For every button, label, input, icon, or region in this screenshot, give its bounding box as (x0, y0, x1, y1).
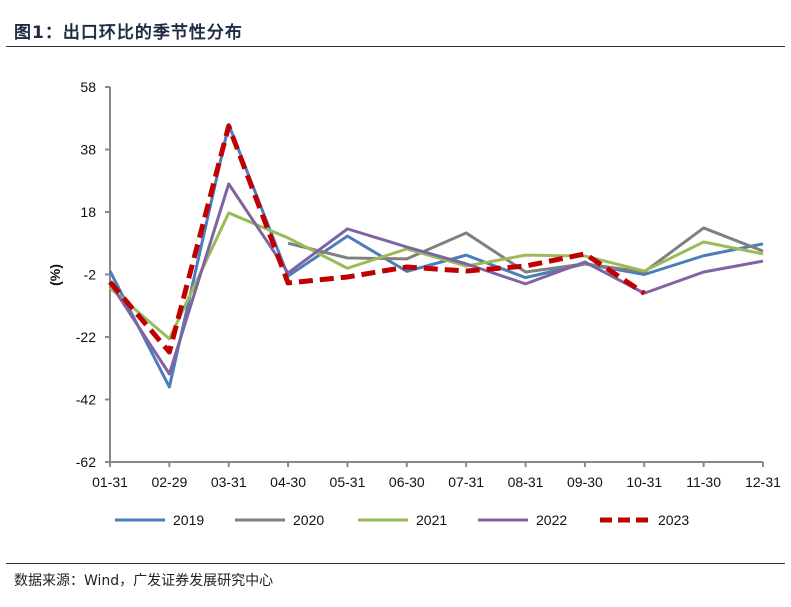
x-tick-label: 04-30 (270, 474, 306, 490)
y-tick-label: 58 (80, 79, 96, 95)
y-tick-label: 18 (80, 204, 96, 220)
y-tick-label: 38 (80, 142, 96, 158)
legend-label-2023: 2023 (658, 512, 689, 528)
y-tick-label: -22 (76, 329, 96, 345)
series-line-2021 (109, 211, 764, 341)
x-tick-label: 05-31 (330, 474, 366, 490)
x-tick-label: 08-31 (508, 474, 544, 490)
legend-label-2019: 2019 (173, 512, 204, 528)
legend-label-2021: 2021 (416, 512, 447, 528)
series-line-2022 (108, 182, 764, 376)
legend-label-2022: 2022 (536, 512, 567, 528)
chart-title: 图1：出口环比的季节性分布 (14, 23, 243, 43)
x-tick-label: 03-31 (211, 474, 247, 490)
y-tick-label: -2 (84, 267, 97, 283)
x-tick-label: 09-30 (567, 474, 603, 490)
title-divider (6, 46, 785, 47)
y-tick-label: -42 (76, 392, 96, 408)
x-tick-label: 12-31 (745, 474, 781, 490)
x-tick-label: 07-31 (448, 474, 484, 490)
series-line-2023 (108, 123, 646, 355)
y-axis-label: (%) (47, 264, 63, 286)
x-tick-label: 06-30 (389, 474, 425, 490)
source-note: 数据来源：Wind，广发证券发展研究中心 (14, 573, 274, 589)
x-tick-label: 02-29 (151, 474, 187, 490)
y-tick-label: -62 (76, 454, 96, 470)
footer-divider (6, 563, 785, 564)
x-tick-label: 11-30 (686, 474, 721, 490)
legend-label-2020: 2020 (293, 512, 324, 528)
x-tick-label: 10-31 (626, 474, 662, 490)
x-tick-label: 01-31 (92, 474, 128, 490)
